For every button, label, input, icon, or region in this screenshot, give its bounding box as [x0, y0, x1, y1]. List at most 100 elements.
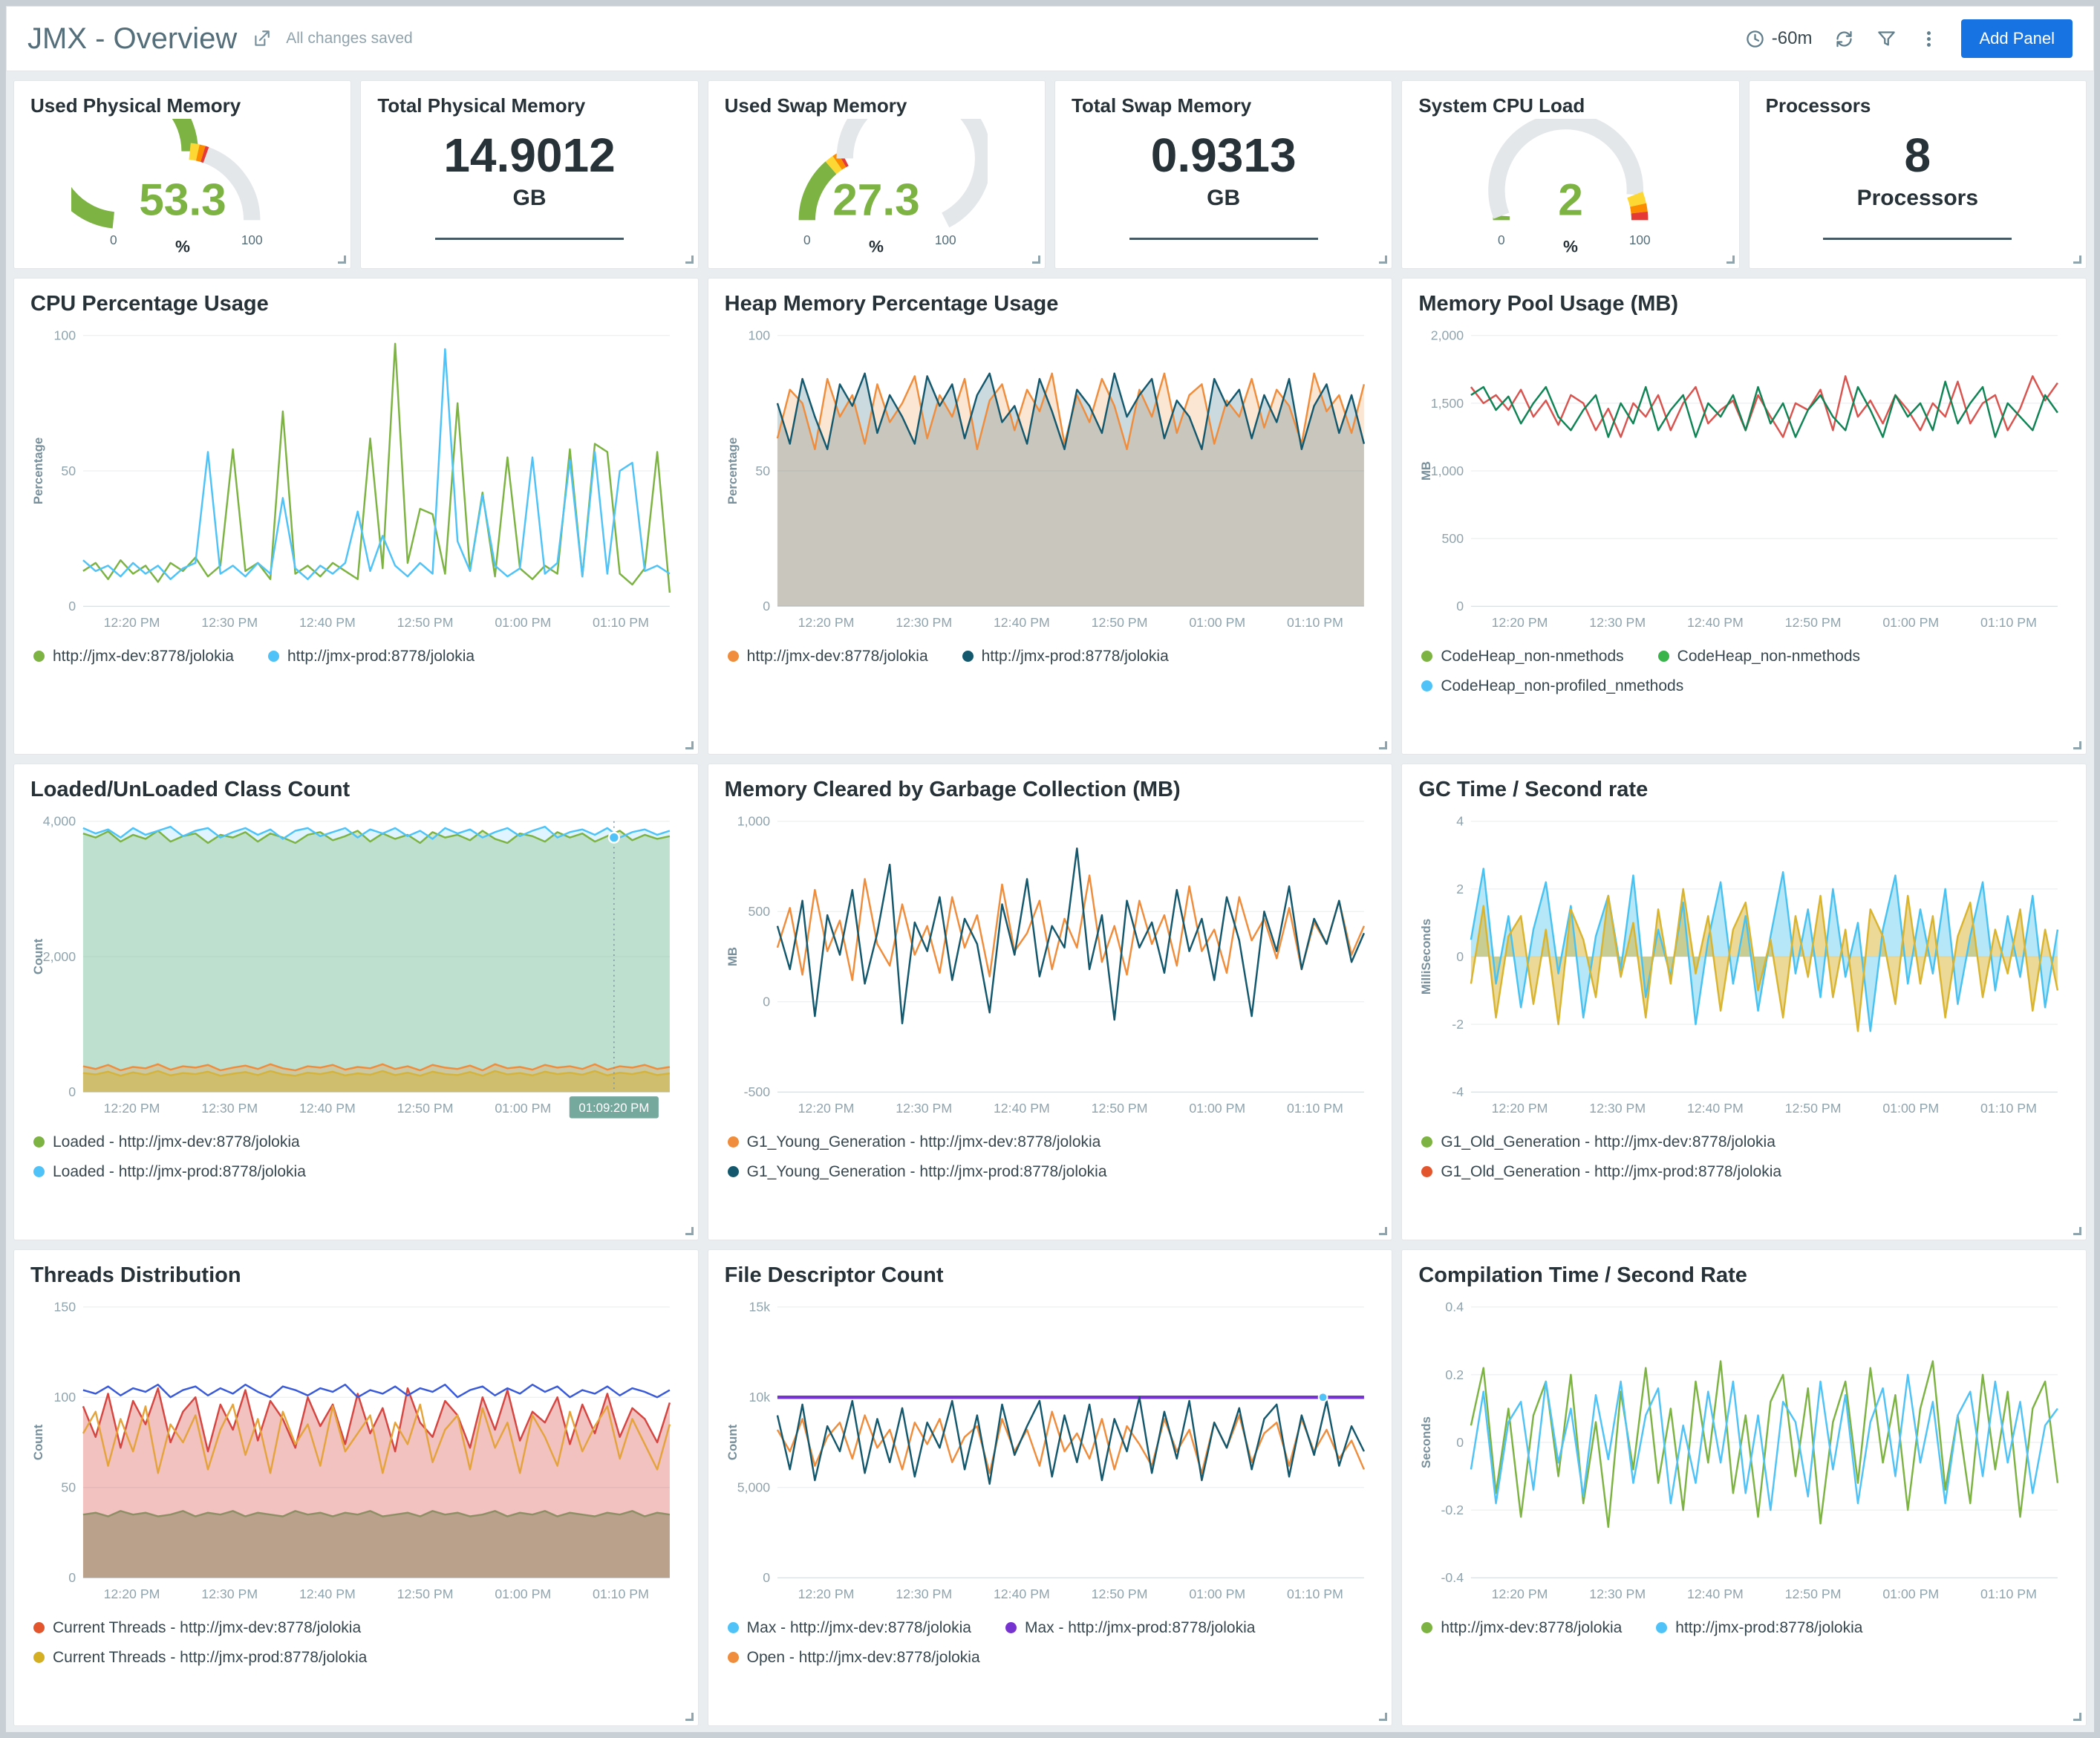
series-line[interactable] — [777, 848, 1364, 1023]
resize-handle[interactable] — [2073, 256, 2081, 264]
series-line[interactable] — [777, 1412, 1364, 1474]
gauge-value: 2 — [1558, 174, 1583, 224]
legend-item[interactable]: G1_Young_Generation - http://jmx-dev:877… — [728, 1133, 1101, 1151]
series-line[interactable] — [83, 349, 670, 579]
gauge-arc-segment — [1638, 205, 1640, 212]
resize-handle[interactable] — [1032, 256, 1040, 264]
gauge-arc-segment — [838, 160, 842, 163]
legend-label: http://jmx-dev:8778/jolokia — [53, 648, 234, 665]
filter-icon[interactable] — [1876, 29, 1897, 49]
resize-handle[interactable] — [685, 1227, 694, 1235]
resize-handle[interactable] — [1379, 741, 1387, 749]
resize-handle[interactable] — [1379, 1713, 1387, 1721]
legend-item[interactable]: http://jmx-prod:8778/jolokia — [1656, 1619, 1862, 1637]
share-icon[interactable] — [252, 29, 271, 48]
legend-item[interactable]: http://jmx-dev:8778/jolokia — [1421, 1619, 1622, 1637]
legend-item[interactable]: http://jmx-dev:8778/jolokia — [33, 648, 234, 665]
legend-item[interactable]: Open - http://jmx-dev:8778/jolokia — [728, 1649, 980, 1667]
legend-item[interactable]: http://jmx-prod:8778/jolokia — [962, 648, 1169, 665]
legend-item[interactable]: Current Threads - http://jmx-prod:8778/j… — [33, 1649, 367, 1667]
resize-handle[interactable] — [1726, 256, 1735, 264]
legend-item[interactable]: http://jmx-dev:8778/jolokia — [728, 648, 928, 665]
y-axis-label: MB — [725, 947, 739, 966]
y-axis-label: Count — [31, 1424, 45, 1460]
add-panel-button[interactable]: Add Panel — [1961, 19, 2073, 58]
legend: G1_Old_Generation - http://jmx-dev:8778/… — [1418, 1133, 2070, 1181]
resize-handle[interactable] — [2073, 741, 2081, 749]
gauge-max-label: 100 — [1629, 232, 1651, 247]
legend-item[interactable]: Max - http://jmx-prod:8778/jolokia — [1005, 1619, 1255, 1637]
y-tick-label: 4,000 — [43, 814, 76, 829]
legend-label: http://jmx-dev:8778/jolokia — [1441, 1619, 1622, 1637]
y-tick-label: 0.2 — [1446, 1367, 1464, 1382]
legend-item[interactable]: Current Threads - http://jmx-dev:8778/jo… — [33, 1619, 361, 1637]
legend-label: G1_Old_Generation - http://jmx-dev:8778/… — [1441, 1133, 1775, 1151]
x-tick-label: 12:40 PM — [1687, 615, 1744, 630]
x-tick-label: 12:40 PM — [994, 1101, 1050, 1116]
time-range-label: -60m — [1772, 28, 1813, 49]
resize-handle[interactable] — [685, 256, 694, 264]
resize-handle[interactable] — [1379, 1227, 1387, 1235]
legend-item[interactable]: CodeHeap_non-profiled_nmethods — [1421, 677, 1683, 695]
gauge-min-label: 0 — [1498, 232, 1505, 247]
stat-value: 14.9012 — [443, 128, 615, 183]
time-range-button[interactable]: -60m — [1745, 28, 1813, 49]
header-controls: -60m Add Panel — [1745, 19, 2073, 58]
kebab-menu-icon[interactable] — [1919, 29, 1939, 49]
gauge-max-label: 100 — [241, 232, 262, 247]
panel-title: Compilation Time / Second Rate — [1418, 1263, 2070, 1288]
series-line[interactable] — [1471, 1361, 2058, 1527]
legend-item[interactable]: http://jmx-prod:8778/jolokia — [268, 648, 475, 665]
panel-title: Total Swap Memory — [1072, 94, 1375, 117]
stat-unit: Processors — [1857, 186, 1978, 211]
x-tick-label: 12:30 PM — [896, 1586, 952, 1601]
x-tick-label: 01:10 PM — [1287, 1101, 1343, 1116]
legend-item[interactable]: Loaded - http://jmx-dev:8778/jolokia — [33, 1133, 300, 1151]
legend-label: G1_Young_Generation - http://jmx-dev:877… — [747, 1133, 1101, 1151]
legend-item[interactable]: G1_Young_Generation - http://jmx-prod:87… — [728, 1163, 1107, 1181]
resize-handle[interactable] — [2073, 1713, 2081, 1721]
legend-item[interactable]: CodeHeap_non-nmethods — [1421, 648, 1623, 665]
legend-item[interactable]: Max - http://jmx-dev:8778/jolokia — [728, 1619, 971, 1637]
legend-item[interactable]: Loaded - http://jmx-prod:8778/jolokia — [33, 1163, 306, 1181]
resize-handle[interactable] — [338, 256, 346, 264]
legend: Loaded - http://jmx-dev:8778/jolokia Load… — [30, 1133, 682, 1181]
legend-label: http://jmx-prod:8778/jolokia — [287, 648, 475, 665]
resize-handle[interactable] — [1379, 256, 1387, 264]
panel-title: CPU Percentage Usage — [30, 292, 682, 316]
crosshair-time-label: 01:09:20 PM — [578, 1101, 649, 1115]
y-tick-label: -2 — [1452, 1017, 1464, 1032]
x-tick-label: 12:50 PM — [397, 1101, 454, 1116]
legend-item[interactable]: CodeHeap_non-nmethods — [1658, 648, 1860, 665]
y-axis-label: Percentage — [725, 437, 739, 504]
series-line[interactable] — [777, 1397, 1364, 1484]
legend-item[interactable]: G1_Old_Generation - http://jmx-dev:8778/… — [1421, 1133, 1775, 1151]
gauge-unit: % — [869, 238, 884, 255]
series-line[interactable] — [1471, 382, 2058, 437]
resize-handle[interactable] — [685, 741, 694, 749]
series-color-dot — [728, 1136, 739, 1148]
x-tick-label: 01:00 PM — [1883, 615, 1940, 630]
legend-item[interactable]: G1_Old_Generation - http://jmx-prod:8778… — [1421, 1163, 1781, 1181]
x-tick-label: 01:00 PM — [495, 615, 551, 630]
resize-handle[interactable] — [2073, 1227, 2081, 1235]
gauge-unit: % — [175, 238, 190, 255]
series-line[interactable] — [83, 1384, 670, 1397]
resize-handle[interactable] — [685, 1713, 694, 1721]
x-tick-label: 12:40 PM — [994, 1586, 1050, 1601]
refresh-icon[interactable] — [1834, 29, 1854, 49]
